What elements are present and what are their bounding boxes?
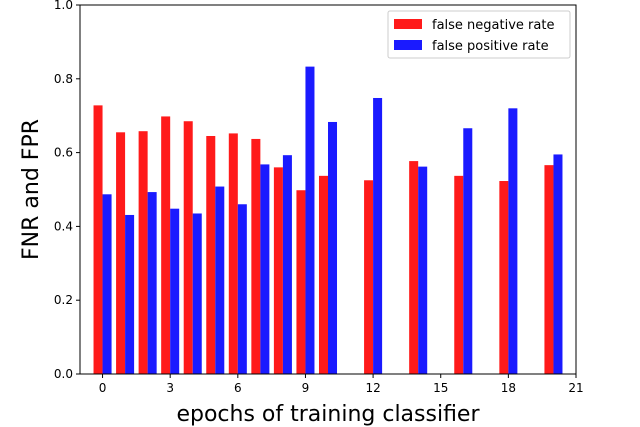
x-tick-label: 6	[234, 381, 242, 395]
fnr-bar-epoch-12	[364, 180, 374, 374]
fnr-bar-epoch-5	[206, 135, 216, 374]
fpr-bar-epoch-7	[260, 164, 270, 374]
fnr-bar-epoch-4	[183, 121, 193, 374]
x-tick-label: 21	[568, 381, 583, 395]
y-tick-label: 0.4	[54, 219, 73, 233]
fpr-bar-epoch-18	[508, 108, 518, 374]
fpr-bar-epoch-20	[553, 154, 563, 374]
legend-swatch	[394, 40, 422, 50]
x-tick-label: 9	[302, 381, 310, 395]
fnr-bar-epoch-14	[409, 161, 419, 374]
x-tick-label: 0	[99, 381, 107, 395]
bars-group	[93, 66, 563, 375]
fpr-bar-epoch-4	[192, 213, 202, 374]
fpr-bar-epoch-16	[463, 128, 473, 374]
legend: false negative rate false positive rate	[387, 10, 571, 59]
y-tick-label: 0.2	[54, 293, 73, 307]
fnr-bar-epoch-3	[161, 116, 171, 375]
fpr-bar-epoch-10	[328, 121, 338, 375]
y-tick-label: 0.0	[54, 367, 73, 381]
x-tick-label: 15	[433, 381, 448, 395]
x-axis-ticks: 0 3 6 9 12 15 18 21	[99, 374, 584, 395]
fnr-bar-epoch-16	[454, 175, 464, 374]
legend-box	[387, 10, 571, 59]
fnr-bar-epoch-2	[138, 131, 148, 374]
fpr-bar-epoch-3	[170, 208, 180, 374]
fnr-bar-epoch-6	[228, 133, 238, 374]
fnr-bar-epoch-1	[116, 132, 126, 374]
x-tick-label: 3	[166, 381, 174, 395]
fpr-bar-epoch-2	[147, 192, 157, 374]
fpr-bar-epoch-9	[305, 66, 315, 375]
legend-label: false positive rate	[432, 39, 549, 54]
y-axis-ticks: 0.0 0.2 0.4 0.6 0.8 1.0	[54, 0, 80, 381]
fnr-bar-epoch-9	[296, 190, 306, 374]
fnr-bar-epoch-18	[499, 181, 509, 374]
fpr-bar-epoch-5	[215, 186, 225, 374]
fpr-bar-epoch-1	[125, 214, 135, 374]
x-tick-label: 12	[365, 381, 380, 395]
y-axis-title: FNR and FPR	[19, 119, 44, 260]
y-tick-label: 1.0	[54, 0, 73, 12]
fpr-bar-epoch-8	[282, 155, 292, 374]
y-tick-label: 0.8	[54, 72, 73, 86]
fnr-bar-epoch-0	[93, 105, 103, 375]
fnr-bar-epoch-7	[251, 138, 261, 374]
x-axis-title: epochs of training classifier	[176, 402, 480, 427]
fpr-bar-epoch-14	[418, 166, 428, 374]
fpr-bar-epoch-12	[373, 97, 383, 374]
legend-swatch	[394, 19, 422, 29]
fnr-bar-epoch-8	[273, 167, 283, 374]
fpr-bar-epoch-6	[237, 204, 247, 374]
plot-frame	[79, 4, 577, 375]
fnr-bar-epoch-20	[544, 165, 554, 374]
fpr-bar-epoch-0	[102, 194, 112, 374]
y-tick-label: 0.6	[54, 146, 73, 160]
legend-label: false negative rate	[432, 18, 554, 33]
x-tick-label: 18	[501, 381, 516, 395]
fnr-bar-epoch-10	[318, 175, 328, 374]
